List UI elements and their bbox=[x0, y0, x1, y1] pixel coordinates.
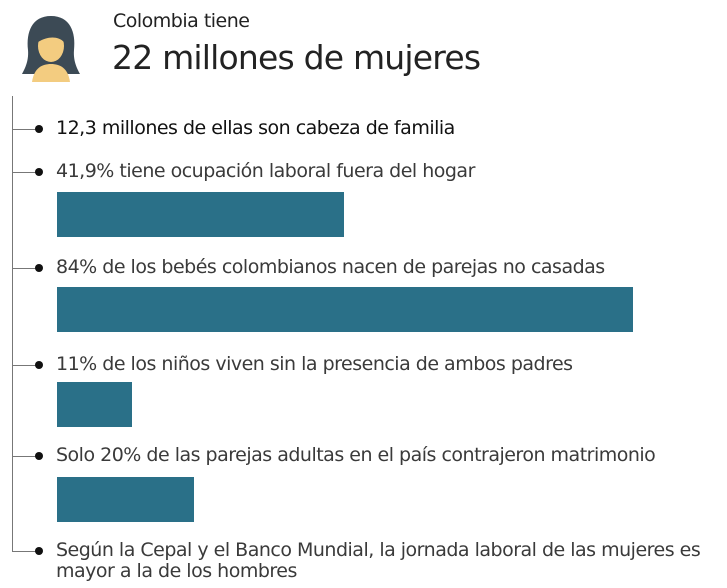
item-label: 11% de los niños viven sin la presencia … bbox=[56, 353, 573, 375]
bar bbox=[57, 382, 133, 427]
item-label: Solo 20% de las parejas adultas en el pa… bbox=[56, 444, 656, 466]
bullet bbox=[35, 452, 43, 460]
item-label: 12,3 millones de ellas son cabeza de fam… bbox=[56, 117, 455, 139]
bar bbox=[57, 287, 634, 332]
bullet bbox=[35, 125, 43, 133]
subtitle: Colombia tiene bbox=[113, 10, 250, 32]
connector bbox=[12, 456, 38, 457]
connector bbox=[12, 551, 38, 552]
connector bbox=[12, 129, 38, 130]
item-label: 41,9% tiene ocupación laboral fuera del … bbox=[56, 160, 475, 182]
bullet bbox=[35, 168, 43, 176]
timeline bbox=[12, 96, 13, 551]
bar bbox=[57, 192, 345, 237]
bullet bbox=[35, 361, 43, 369]
woman-icon bbox=[22, 16, 80, 82]
connector bbox=[12, 365, 38, 366]
bullet bbox=[35, 264, 43, 272]
bar bbox=[57, 477, 195, 522]
item-label: 84% de los bebés colombianos nacen de pa… bbox=[56, 256, 605, 278]
bullet bbox=[35, 547, 43, 555]
connector bbox=[12, 268, 38, 269]
connector bbox=[12, 172, 38, 173]
title: 22 millones de mujeres bbox=[112, 38, 481, 77]
item-label: Según la Cepal y el Banco Mundial, la jo… bbox=[56, 539, 701, 582]
